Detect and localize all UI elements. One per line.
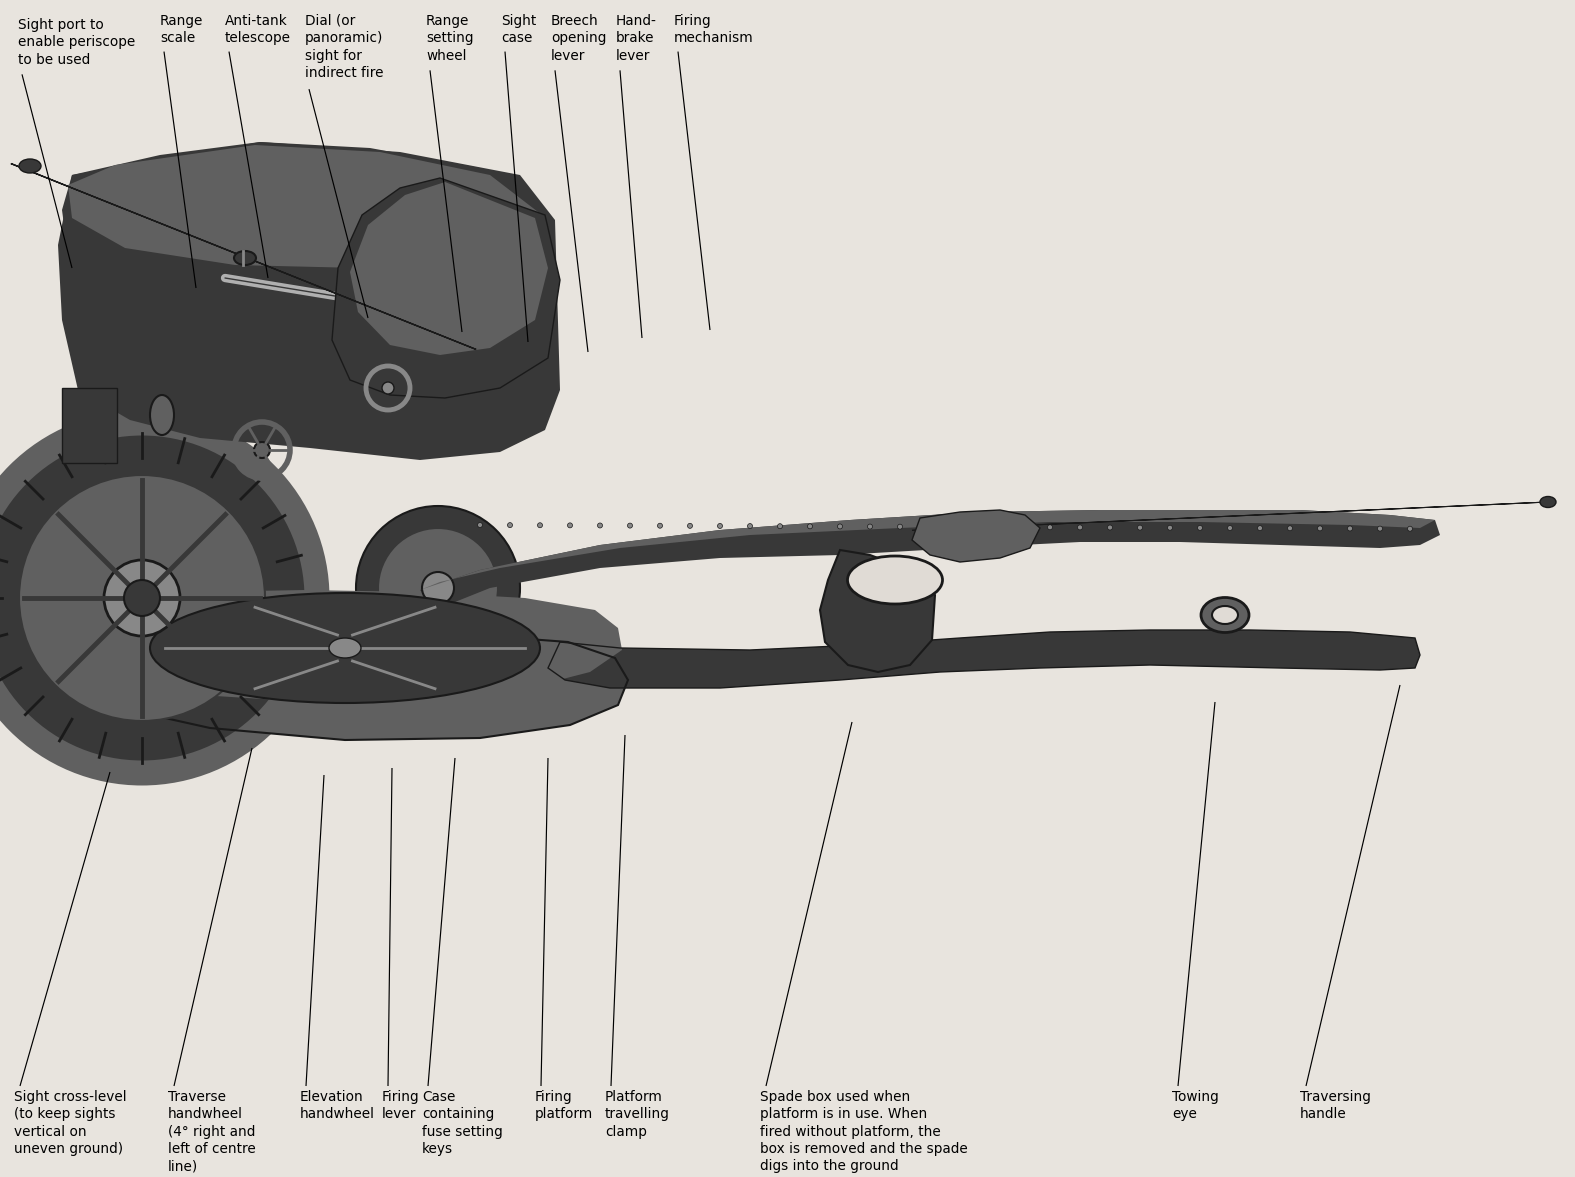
Polygon shape — [332, 178, 561, 398]
Ellipse shape — [329, 638, 361, 658]
Text: Case
containing
fuse setting
keys: Case containing fuse setting keys — [422, 1090, 502, 1156]
Circle shape — [958, 525, 962, 530]
Circle shape — [1167, 525, 1172, 531]
Text: Elevation
handwheel: Elevation handwheel — [299, 1090, 375, 1122]
Text: Dial (or
panoramic)
sight for
indirect fire: Dial (or panoramic) sight for indirect f… — [306, 14, 383, 80]
Circle shape — [254, 443, 269, 458]
Circle shape — [1047, 525, 1052, 530]
Text: Sight cross-level
(to keep sights
vertical on
uneven ground): Sight cross-level (to keep sights vertic… — [14, 1090, 126, 1156]
Text: Breech
opening
lever: Breech opening lever — [551, 14, 606, 62]
Polygon shape — [350, 182, 548, 355]
Circle shape — [1077, 525, 1082, 530]
Circle shape — [1257, 526, 1263, 531]
Ellipse shape — [1202, 598, 1249, 632]
Circle shape — [1408, 526, 1413, 531]
Circle shape — [1197, 525, 1202, 531]
Polygon shape — [912, 501, 1556, 531]
Text: Firing
lever: Firing lever — [383, 1090, 419, 1122]
Ellipse shape — [1213, 606, 1238, 624]
Ellipse shape — [150, 593, 540, 703]
Circle shape — [928, 524, 932, 530]
Ellipse shape — [19, 159, 41, 173]
Circle shape — [868, 524, 873, 528]
Polygon shape — [821, 550, 936, 672]
Ellipse shape — [847, 556, 942, 604]
Circle shape — [378, 528, 498, 649]
Circle shape — [104, 560, 180, 636]
Circle shape — [597, 523, 603, 528]
Polygon shape — [58, 142, 561, 460]
Circle shape — [988, 525, 992, 530]
Text: Range
setting
wheel: Range setting wheel — [425, 14, 474, 62]
Text: Spade box used when
platform is in use. When
fired without platform, the
box is : Spade box used when platform is in use. … — [761, 1090, 967, 1173]
Text: Traverse
handwheel
(4° right and
left of centre
line): Traverse handwheel (4° right and left of… — [169, 1090, 255, 1173]
Circle shape — [383, 383, 394, 394]
Circle shape — [422, 572, 454, 604]
Polygon shape — [421, 510, 1440, 609]
Text: Firing
mechanism: Firing mechanism — [674, 14, 754, 45]
Polygon shape — [61, 142, 548, 325]
Circle shape — [507, 523, 512, 527]
Text: Towing
eye: Towing eye — [1172, 1090, 1219, 1122]
Circle shape — [627, 523, 633, 528]
Circle shape — [657, 524, 663, 528]
Polygon shape — [548, 630, 1421, 689]
Circle shape — [19, 476, 265, 722]
Ellipse shape — [150, 395, 173, 435]
Circle shape — [808, 524, 813, 528]
Polygon shape — [421, 510, 1435, 590]
Circle shape — [477, 523, 482, 527]
Circle shape — [1137, 525, 1142, 530]
Text: Range
scale: Range scale — [161, 14, 203, 45]
Circle shape — [1348, 526, 1353, 531]
Text: Sight port to
enable periscope
to be used: Sight port to enable periscope to be use… — [17, 18, 135, 67]
Circle shape — [124, 580, 161, 616]
Text: Sight
case: Sight case — [501, 14, 536, 45]
Ellipse shape — [1540, 497, 1556, 507]
Polygon shape — [68, 590, 622, 701]
Circle shape — [838, 524, 843, 528]
Circle shape — [688, 524, 693, 528]
Circle shape — [1378, 526, 1383, 531]
Ellipse shape — [235, 251, 257, 265]
Text: Firing
platform: Firing platform — [536, 1090, 594, 1122]
Circle shape — [778, 524, 783, 528]
Circle shape — [537, 523, 542, 527]
Circle shape — [1107, 525, 1112, 530]
Text: Anti-tank
telescope: Anti-tank telescope — [225, 14, 291, 45]
Circle shape — [748, 524, 753, 528]
Circle shape — [898, 524, 902, 530]
Text: Hand-
brake
lever: Hand- brake lever — [616, 14, 657, 62]
Circle shape — [567, 523, 572, 527]
Circle shape — [1318, 526, 1323, 531]
Text: Platform
travelling
clamp: Platform travelling clamp — [605, 1090, 669, 1138]
Bar — [61, 388, 117, 463]
Polygon shape — [68, 145, 542, 268]
Circle shape — [1227, 525, 1233, 531]
Circle shape — [718, 524, 723, 528]
Polygon shape — [912, 510, 1040, 561]
Text: Traversing
handle: Traversing handle — [1299, 1090, 1370, 1122]
Polygon shape — [11, 164, 476, 350]
Circle shape — [1287, 526, 1293, 531]
Circle shape — [1017, 525, 1022, 530]
Circle shape — [0, 423, 317, 773]
Polygon shape — [68, 632, 628, 740]
Circle shape — [356, 506, 520, 670]
